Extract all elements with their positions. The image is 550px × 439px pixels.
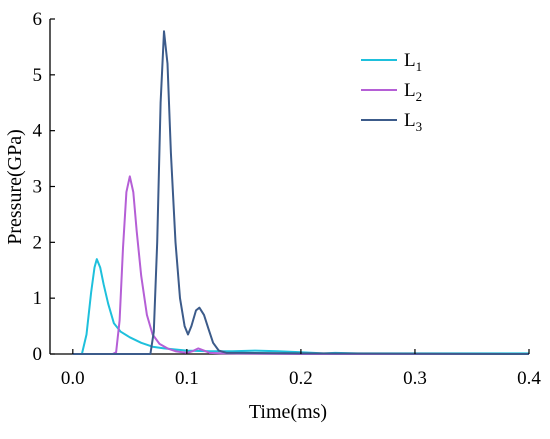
- series-layer: [72, 30, 530, 355]
- y-tick-label: 0: [33, 344, 43, 365]
- y-axis-ticks: 0 1 2 3 4 5 6: [33, 9, 55, 365]
- legend-label-subscript: 3: [416, 119, 423, 134]
- series-line-l3: [72, 30, 530, 355]
- y-tick-label: 2: [33, 232, 43, 253]
- y-tick-label: 6: [33, 9, 43, 30]
- x-axis-ticks: 0.0 0.1 0.2 0.3 0.4: [61, 349, 541, 389]
- legend-label: L3: [404, 110, 422, 134]
- y-axis-title: Pressure(GPa): [4, 129, 26, 245]
- legend-label-subscript: 2: [416, 89, 423, 104]
- x-tick-label: 0.0: [61, 368, 85, 389]
- x-tick-label: 0.1: [175, 368, 199, 389]
- legend: L1 L2 L3: [361, 50, 422, 134]
- plot-frame: [49, 19, 529, 355]
- y-tick-label: 5: [33, 65, 43, 86]
- y-tick-label: 4: [33, 121, 43, 142]
- x-axis-title: Time(ms): [249, 401, 327, 423]
- x-tick-label: 0.2: [289, 368, 313, 389]
- series-line-l2: [72, 175, 529, 355]
- y-tick-label: 3: [33, 177, 43, 198]
- legend-label: L1: [404, 50, 422, 74]
- x-tick-label: 0.4: [517, 368, 541, 389]
- x-tick-label: 0.3: [403, 368, 427, 389]
- legend-label-subscript: 1: [416, 59, 423, 74]
- legend-label: L2: [404, 80, 422, 104]
- y-tick-label: 1: [33, 288, 43, 309]
